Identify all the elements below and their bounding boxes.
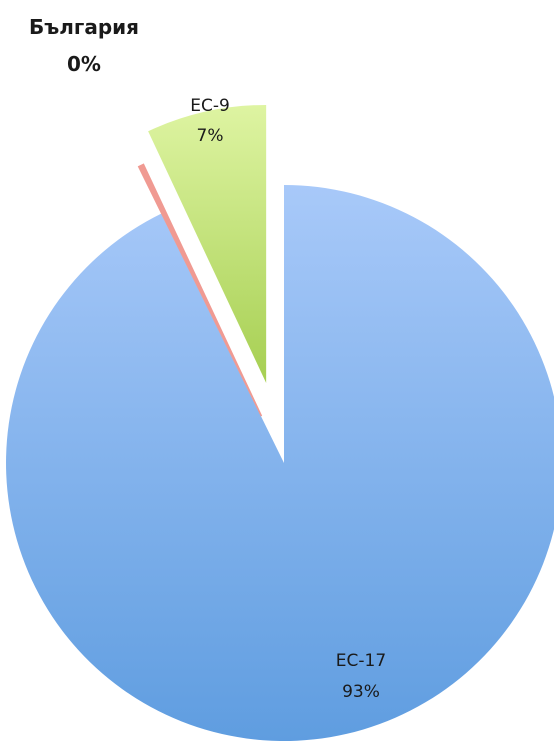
pie-slices <box>6 104 554 741</box>
slice-label-eu9-value: 7% <box>197 126 224 146</box>
slice-label-eu9-name: ЕС-9 <box>190 96 230 116</box>
slice-label-bulgaria-name: България <box>29 15 139 39</box>
slice-label-eu17-value: 93% <box>342 682 380 702</box>
slice-eu9 <box>148 104 267 383</box>
slice-eu17 <box>6 185 554 741</box>
slice-label-eu17-name: ЕС-17 <box>336 651 386 671</box>
slice-bulgaria <box>137 163 263 417</box>
slice-label-bulgaria-value: 0% <box>67 52 101 76</box>
